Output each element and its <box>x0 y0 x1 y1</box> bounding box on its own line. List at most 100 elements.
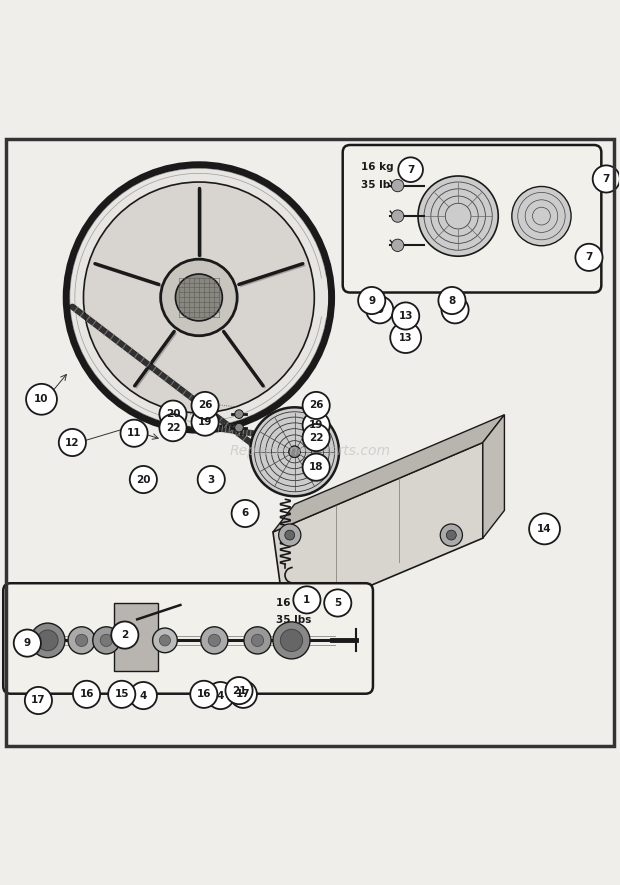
Circle shape <box>207 682 234 709</box>
Text: 1: 1 <box>303 595 311 604</box>
Text: 4: 4 <box>217 690 224 701</box>
Circle shape <box>159 414 187 442</box>
Text: 20: 20 <box>136 474 151 484</box>
Circle shape <box>93 627 120 654</box>
Circle shape <box>100 635 112 646</box>
Text: 9: 9 <box>24 638 31 648</box>
Circle shape <box>159 401 187 427</box>
Text: 22: 22 <box>309 433 324 442</box>
Circle shape <box>446 530 456 540</box>
Circle shape <box>244 627 271 654</box>
Text: 16: 16 <box>197 689 211 699</box>
Circle shape <box>512 187 571 246</box>
Circle shape <box>37 630 58 650</box>
Circle shape <box>358 287 385 314</box>
Circle shape <box>303 424 330 451</box>
Circle shape <box>441 296 469 323</box>
Circle shape <box>575 243 603 271</box>
Text: 4: 4 <box>140 690 147 701</box>
Polygon shape <box>483 415 505 538</box>
Text: 20: 20 <box>166 409 180 419</box>
Text: 19: 19 <box>309 420 324 430</box>
Text: 19: 19 <box>198 417 212 427</box>
Circle shape <box>26 384 57 415</box>
Circle shape <box>285 530 294 540</box>
Circle shape <box>235 423 243 432</box>
Text: 3: 3 <box>208 474 215 484</box>
Text: 35 lbs: 35 lbs <box>276 615 311 625</box>
Circle shape <box>30 623 65 658</box>
Text: 11: 11 <box>127 428 141 438</box>
Text: ReplacementParts.com: ReplacementParts.com <box>229 443 391 458</box>
Circle shape <box>273 622 310 659</box>
Text: 26: 26 <box>198 401 212 411</box>
Circle shape <box>76 635 88 646</box>
Circle shape <box>303 454 330 481</box>
Circle shape <box>201 627 228 654</box>
Circle shape <box>14 629 41 657</box>
Circle shape <box>59 429 86 456</box>
Text: 21: 21 <box>232 686 246 696</box>
Circle shape <box>230 681 257 708</box>
Text: 18: 18 <box>309 462 324 473</box>
Circle shape <box>391 210 404 222</box>
Circle shape <box>252 635 264 646</box>
Circle shape <box>391 239 404 251</box>
Circle shape <box>25 687 52 714</box>
Circle shape <box>280 629 303 651</box>
Circle shape <box>66 165 332 430</box>
Text: 8: 8 <box>448 296 456 305</box>
Text: 5: 5 <box>334 598 342 608</box>
Text: 26: 26 <box>309 401 324 411</box>
Polygon shape <box>273 415 505 532</box>
Circle shape <box>418 176 498 257</box>
Text: 17: 17 <box>236 689 250 699</box>
Circle shape <box>208 635 221 646</box>
Text: 8: 8 <box>451 304 459 315</box>
Circle shape <box>226 677 252 704</box>
Circle shape <box>159 635 170 646</box>
Text: 6: 6 <box>242 509 249 519</box>
Text: 35 lbs: 35 lbs <box>361 181 397 190</box>
Text: 12: 12 <box>65 437 79 448</box>
Circle shape <box>198 466 225 493</box>
Text: 16: 16 <box>79 689 94 699</box>
FancyBboxPatch shape <box>343 145 601 293</box>
FancyBboxPatch shape <box>114 603 157 671</box>
Circle shape <box>73 681 100 708</box>
FancyBboxPatch shape <box>3 583 373 694</box>
Text: 14: 14 <box>538 524 552 534</box>
Text: 7: 7 <box>585 252 593 262</box>
Circle shape <box>438 287 466 314</box>
Text: 16 kg: 16 kg <box>276 598 309 608</box>
Circle shape <box>324 589 352 617</box>
Circle shape <box>108 681 135 708</box>
Circle shape <box>153 628 177 653</box>
Text: 16 kg: 16 kg <box>361 162 394 172</box>
Circle shape <box>440 524 463 546</box>
Text: 7: 7 <box>603 174 610 184</box>
Circle shape <box>398 158 423 182</box>
Circle shape <box>84 182 314 413</box>
Text: 2: 2 <box>121 630 128 640</box>
Text: 9: 9 <box>368 296 375 305</box>
Text: 13: 13 <box>399 311 413 321</box>
Text: 7: 7 <box>407 165 414 174</box>
Circle shape <box>250 407 339 496</box>
Text: 15: 15 <box>115 689 129 699</box>
Circle shape <box>391 180 404 192</box>
Circle shape <box>278 524 301 546</box>
Circle shape <box>390 322 421 353</box>
Text: 9: 9 <box>376 304 383 315</box>
Circle shape <box>293 587 321 613</box>
Circle shape <box>130 682 157 709</box>
Circle shape <box>192 409 219 435</box>
Circle shape <box>111 621 138 649</box>
Circle shape <box>68 627 95 654</box>
Circle shape <box>190 681 218 708</box>
Circle shape <box>120 419 148 447</box>
Circle shape <box>289 446 300 458</box>
Circle shape <box>366 296 393 323</box>
Circle shape <box>303 412 330 439</box>
Circle shape <box>392 303 419 329</box>
